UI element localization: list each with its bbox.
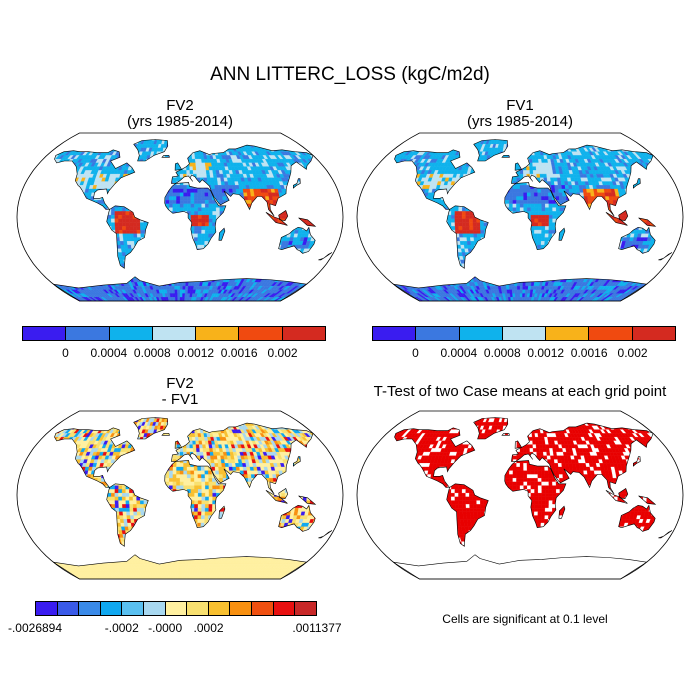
significance-note: Cells are significant at 0.1 level bbox=[442, 612, 608, 626]
colorbar-tick-label: 0.0012 bbox=[527, 346, 565, 360]
colorbar-tick-label: 0.0004 bbox=[90, 346, 128, 360]
colorbar-fv1 bbox=[372, 326, 676, 341]
colorbar-swatch bbox=[66, 327, 110, 340]
colorbar-swatch bbox=[152, 327, 197, 340]
colorbar-swatch bbox=[36, 602, 58, 615]
panel-title-fv2-line1: FV2 bbox=[166, 97, 194, 114]
colorbar-swatch bbox=[165, 602, 188, 615]
panel-title-fv1: FV1 (yrs 1985-2014) bbox=[355, 98, 685, 130]
colorbar-diff-ticks: -.0026894 -.0002 -.0000 .0002 .0011377 bbox=[8, 621, 342, 637]
map-fv1 bbox=[356, 132, 684, 302]
colorbar-tick-label: 0 bbox=[62, 346, 69, 360]
map-fv2 bbox=[16, 132, 344, 302]
colorbar-tick-label: 0.0012 bbox=[177, 346, 215, 360]
colorbar-tick-label: .0002 bbox=[193, 621, 224, 635]
colorbar-swatch bbox=[57, 602, 80, 615]
colorbar-swatch bbox=[282, 327, 325, 340]
colorbar-swatch bbox=[273, 602, 296, 615]
panel-title-diff-line2: - FV1 bbox=[161, 391, 199, 408]
panel-title-diff-line1: FV2 bbox=[166, 375, 194, 392]
colorbar-swatch bbox=[122, 602, 145, 615]
colorbar-swatch bbox=[373, 327, 417, 340]
colorbar-swatch bbox=[23, 327, 67, 340]
colorbar-fv2 bbox=[22, 326, 326, 341]
colorbar-diff bbox=[35, 601, 317, 616]
colorbar-swatch bbox=[459, 327, 503, 340]
colorbar-swatch bbox=[144, 602, 166, 615]
colorbar-tick-label: 0.0016 bbox=[220, 346, 258, 360]
map-ttest bbox=[356, 410, 684, 580]
colorbar-swatch bbox=[79, 602, 101, 615]
colorbar-tick-label: 0.0008 bbox=[133, 346, 171, 360]
colorbar-tick-label: 0.002 bbox=[617, 346, 648, 360]
colorbar-tick-label: 0.0004 bbox=[440, 346, 478, 360]
panel-title-fv1-line1: FV1 bbox=[506, 97, 534, 114]
panel-title-fv1-line2: (yrs 1985-2014) bbox=[467, 113, 573, 130]
panel-title-diff: FV2 - FV1 bbox=[15, 376, 345, 408]
colorbar-swatch bbox=[632, 327, 675, 340]
colorbar-tick-label: 0.0016 bbox=[570, 346, 608, 360]
colorbar-swatch bbox=[208, 602, 231, 615]
map-diff bbox=[16, 410, 344, 580]
colorbar-tick-label: .0011377 bbox=[292, 621, 342, 635]
colorbar-tick-label: 0.0008 bbox=[483, 346, 521, 360]
colorbar-fv1-ticks: 0 0.0004 0.0008 0.0012 0.0016 0.002 bbox=[372, 346, 676, 362]
colorbar-swatch bbox=[416, 327, 460, 340]
colorbar-fv2-ticks: 0 0.0004 0.0008 0.0012 0.0016 0.002 bbox=[22, 346, 326, 362]
colorbar-swatch bbox=[252, 602, 274, 615]
colorbar-swatch bbox=[546, 327, 590, 340]
colorbar-tick-label: 0 bbox=[412, 346, 419, 360]
colorbar-swatch bbox=[502, 327, 547, 340]
panel-title-fv2: FV2 (yrs 1985-2014) bbox=[15, 98, 345, 130]
main-title: ANN LITTERC_LOSS (kgC/m2d) bbox=[210, 64, 490, 85]
colorbar-swatch bbox=[230, 602, 253, 615]
colorbar-swatch bbox=[109, 327, 153, 340]
colorbar-tick-label: -.0002 bbox=[104, 621, 139, 635]
colorbar-swatch bbox=[239, 327, 283, 340]
panel-title-ttest: T-Test of two Case means at each grid po… bbox=[355, 384, 685, 400]
panel-title-ttest-line1: T-Test of two Case means at each grid po… bbox=[373, 383, 667, 400]
colorbar-tick-label: -.0026894 bbox=[7, 621, 63, 635]
panel-title-fv2-line2: (yrs 1985-2014) bbox=[127, 113, 233, 130]
colorbar-swatch bbox=[295, 602, 316, 615]
colorbar-tick-label: 0.002 bbox=[267, 346, 298, 360]
colorbar-swatch bbox=[589, 327, 633, 340]
colorbar-tick-label: -.0000 bbox=[148, 621, 183, 635]
colorbar-swatch bbox=[187, 602, 209, 615]
colorbar-swatch bbox=[196, 327, 240, 340]
colorbar-swatch bbox=[100, 602, 123, 615]
